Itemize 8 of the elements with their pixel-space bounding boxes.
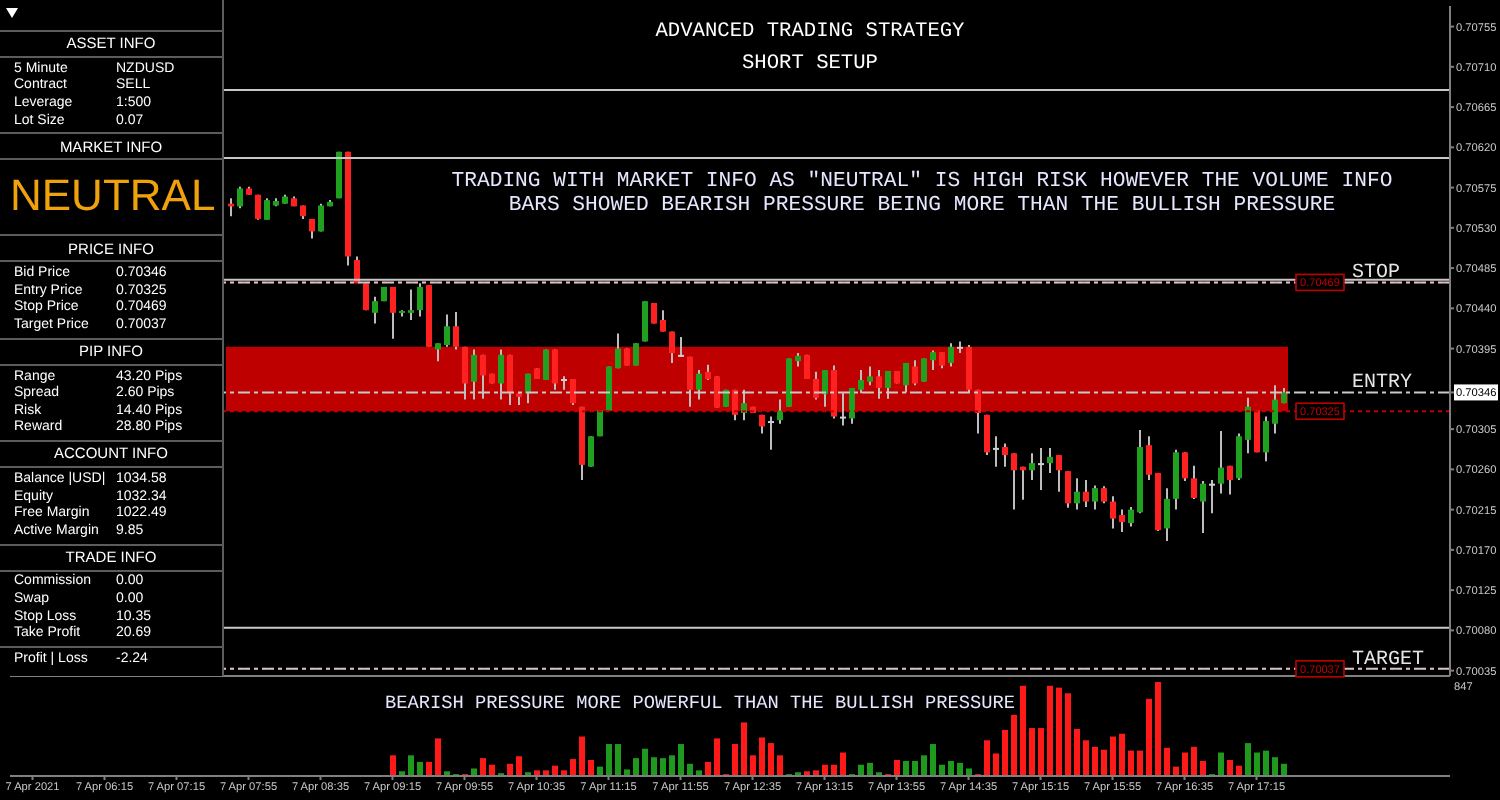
annotation: TRADING WITH MARKET INFO AS "NEUTRAL" IS HIGH RISK HOWEVER THE VOLUME INFO BARS SHOWED BEARISH PRESSURE BEING MORE THAN THE BULLISH PRESSURE bbox=[451, 170, 1393, 218]
text: NEUTRAL bbox=[10, 170, 216, 221]
ref-line-label: STOP bbox=[1352, 263, 1401, 286]
ref-line-label: TARGET bbox=[1352, 649, 1425, 672]
text: SHORT SETUP bbox=[742, 52, 878, 76]
text: ADVANCED TRADING STRATEGY bbox=[655, 20, 965, 44]
ref-line-label: ENTRY bbox=[1352, 373, 1413, 396]
annotation: BEARISH PRESSURE MORE POWERFUL THAN THE BULLISH PRESSURE bbox=[384, 692, 1016, 714]
